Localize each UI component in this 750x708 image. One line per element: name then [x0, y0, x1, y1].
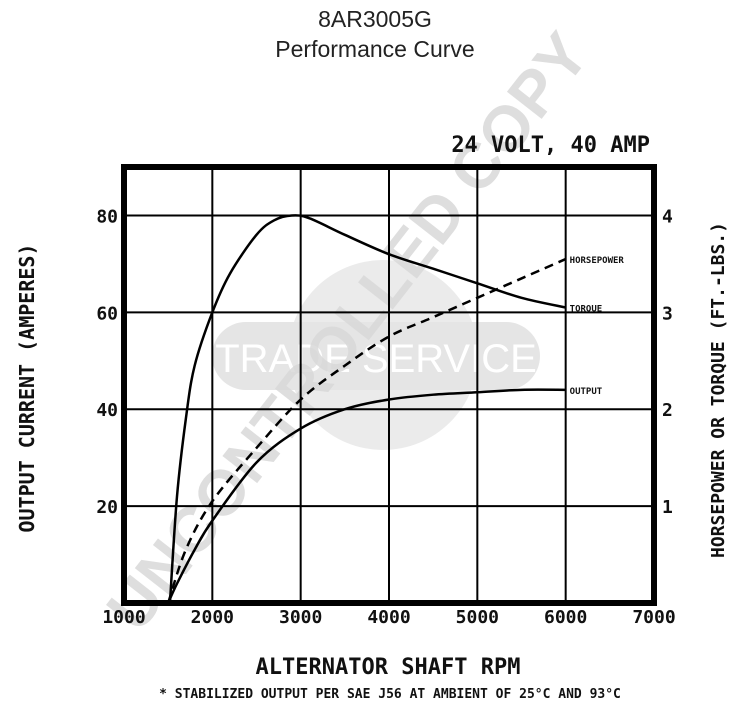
footnote: * STABILIZED OUTPUT PER SAE J56 AT AMBIE…: [159, 687, 621, 702]
y-right-tick-labels: 1 2 3 4: [662, 206, 673, 518]
y-right-tick-label: 4: [662, 206, 673, 227]
series-label-torque: TORQUE: [570, 304, 603, 314]
series-label-horsepower: HORSEPOWER: [570, 256, 625, 266]
y-right-tick-label: 1: [662, 497, 673, 518]
grid: [124, 167, 654, 603]
rating-label: 24 VOLT, 40 AMP: [451, 133, 650, 158]
y-left-tick-label: 20: [96, 497, 118, 518]
watermark-center-text: TRADE SERVICE: [215, 337, 537, 381]
x-tick-label: 5000: [456, 607, 499, 628]
series-line-output: [167, 388, 566, 604]
series-line-torque: [168, 214, 566, 604]
y-left-tick-labels: 20 40 60 80: [96, 206, 118, 518]
x-tick-label: 6000: [544, 607, 587, 628]
watermark-band: [212, 322, 540, 390]
y-left-tick-label: 60: [96, 303, 118, 324]
chart-subtitle: Performance Curve: [275, 36, 475, 62]
y-left-tick-label: 80: [96, 206, 118, 227]
y-left-tick-label: 40: [96, 400, 118, 421]
y-right-tick-label: 3: [662, 303, 673, 324]
y-left-axis-label: OUTPUT CURRENT (AMPERES): [15, 244, 39, 533]
series-label-output: OUTPUT: [570, 387, 603, 397]
plot-frame: [121, 164, 657, 606]
x-tick-label: 4000: [367, 607, 410, 628]
y-right-axis-label: HORSEPOWER OR TORQUE (FT.-LBS.): [708, 222, 729, 558]
chart-title: 8AR3005G: [318, 6, 432, 32]
series-layer: [166, 214, 567, 604]
x-tick-label: 3000: [279, 607, 322, 628]
x-tick-label: 1000: [102, 607, 145, 628]
x-tick-label: 7000: [632, 607, 675, 628]
x-tick-labels: 1000 2000 3000 4000 5000 6000 7000: [102, 607, 675, 628]
x-tick-label: 2000: [191, 607, 234, 628]
series-line-horsepower: [166, 257, 567, 604]
watermark: TRADE SERVICE UNCONTROLLED COPY: [93, 19, 603, 643]
x-axis-label: ALTERNATOR SHAFT RPM: [256, 655, 521, 680]
y-right-tick-label: 2: [662, 400, 673, 421]
series-labels: HORSEPOWER TORQUE OUTPUT: [570, 256, 625, 397]
